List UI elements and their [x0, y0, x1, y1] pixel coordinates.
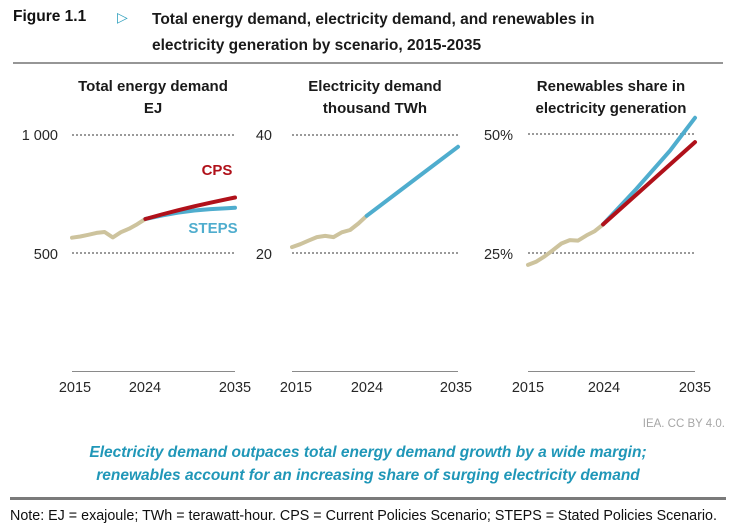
y-tick-label: 500: [33, 247, 58, 263]
x-tick-label: 2035: [439, 380, 473, 396]
steps-line: [143, 205, 237, 221]
x-tick-label: 2035: [218, 380, 252, 396]
caption-line1: Electricity demand outpaces total energy…: [89, 444, 647, 461]
cps-series-label: CPS: [201, 162, 233, 179]
chart-title-line2: electricity generation: [535, 100, 687, 117]
y-tick-label: 1 000: [21, 128, 58, 144]
attribution: IEA. CC BY 4.0.: [642, 418, 725, 430]
chart-unit-label: thousand TWh: [322, 100, 428, 117]
y-tick-label: 40: [255, 128, 272, 144]
x-axis: [72, 371, 235, 372]
gridline-top: [72, 134, 235, 136]
x-tick-label: 2024: [350, 380, 384, 396]
gridline-top: [292, 134, 458, 136]
x-tick-label: 2015: [58, 380, 92, 396]
cps-line: [601, 140, 697, 227]
historical-line: [290, 213, 369, 250]
gridline-bottom: [528, 252, 695, 254]
figure-title-line2: electricity generation by scenario, 2015…: [152, 37, 482, 54]
historical-line: [70, 217, 148, 240]
gridline-bottom: [72, 252, 235, 254]
figure-title: Total energy demand, electricity demand,…: [152, 7, 730, 59]
x-tick-label: 2015: [279, 380, 313, 396]
header-rule: [13, 62, 723, 64]
triangle-right-icon: ▷: [117, 9, 128, 25]
figure-title-line1: Total energy demand, electricity demand,…: [152, 11, 595, 28]
x-axis: [292, 371, 458, 372]
chart-title: Renewables share in: [536, 78, 686, 95]
y-tick-label: 20: [255, 247, 272, 263]
steps-series-label: STEPS: [188, 220, 238, 237]
caption-line2: renewables account for an increasing sha…: [96, 467, 640, 484]
chart-unit-label: EJ: [143, 100, 163, 117]
chart-title: Total energy demand: [78, 78, 228, 95]
steps-line: [364, 144, 460, 218]
chart-title: Electricity demand: [308, 78, 442, 95]
x-tick-label: 2035: [678, 380, 712, 396]
x-tick-label: 2024: [587, 380, 621, 396]
note-separator-rule: [10, 497, 726, 500]
x-axis: [528, 371, 695, 372]
figure-label: Figure 1.1: [13, 8, 87, 25]
cps-line: [143, 195, 237, 221]
note-text: Note: EJ = exajoule; TWh = terawatt-hour…: [10, 508, 717, 524]
gridline-bottom: [292, 252, 458, 254]
y-tick-label: 25%: [483, 247, 513, 263]
x-tick-label: 2024: [128, 380, 162, 396]
historical-line: [526, 222, 606, 267]
gridline-top: [528, 133, 695, 135]
y-tick-label: 50%: [483, 128, 513, 144]
x-tick-label: 2015: [511, 380, 545, 396]
